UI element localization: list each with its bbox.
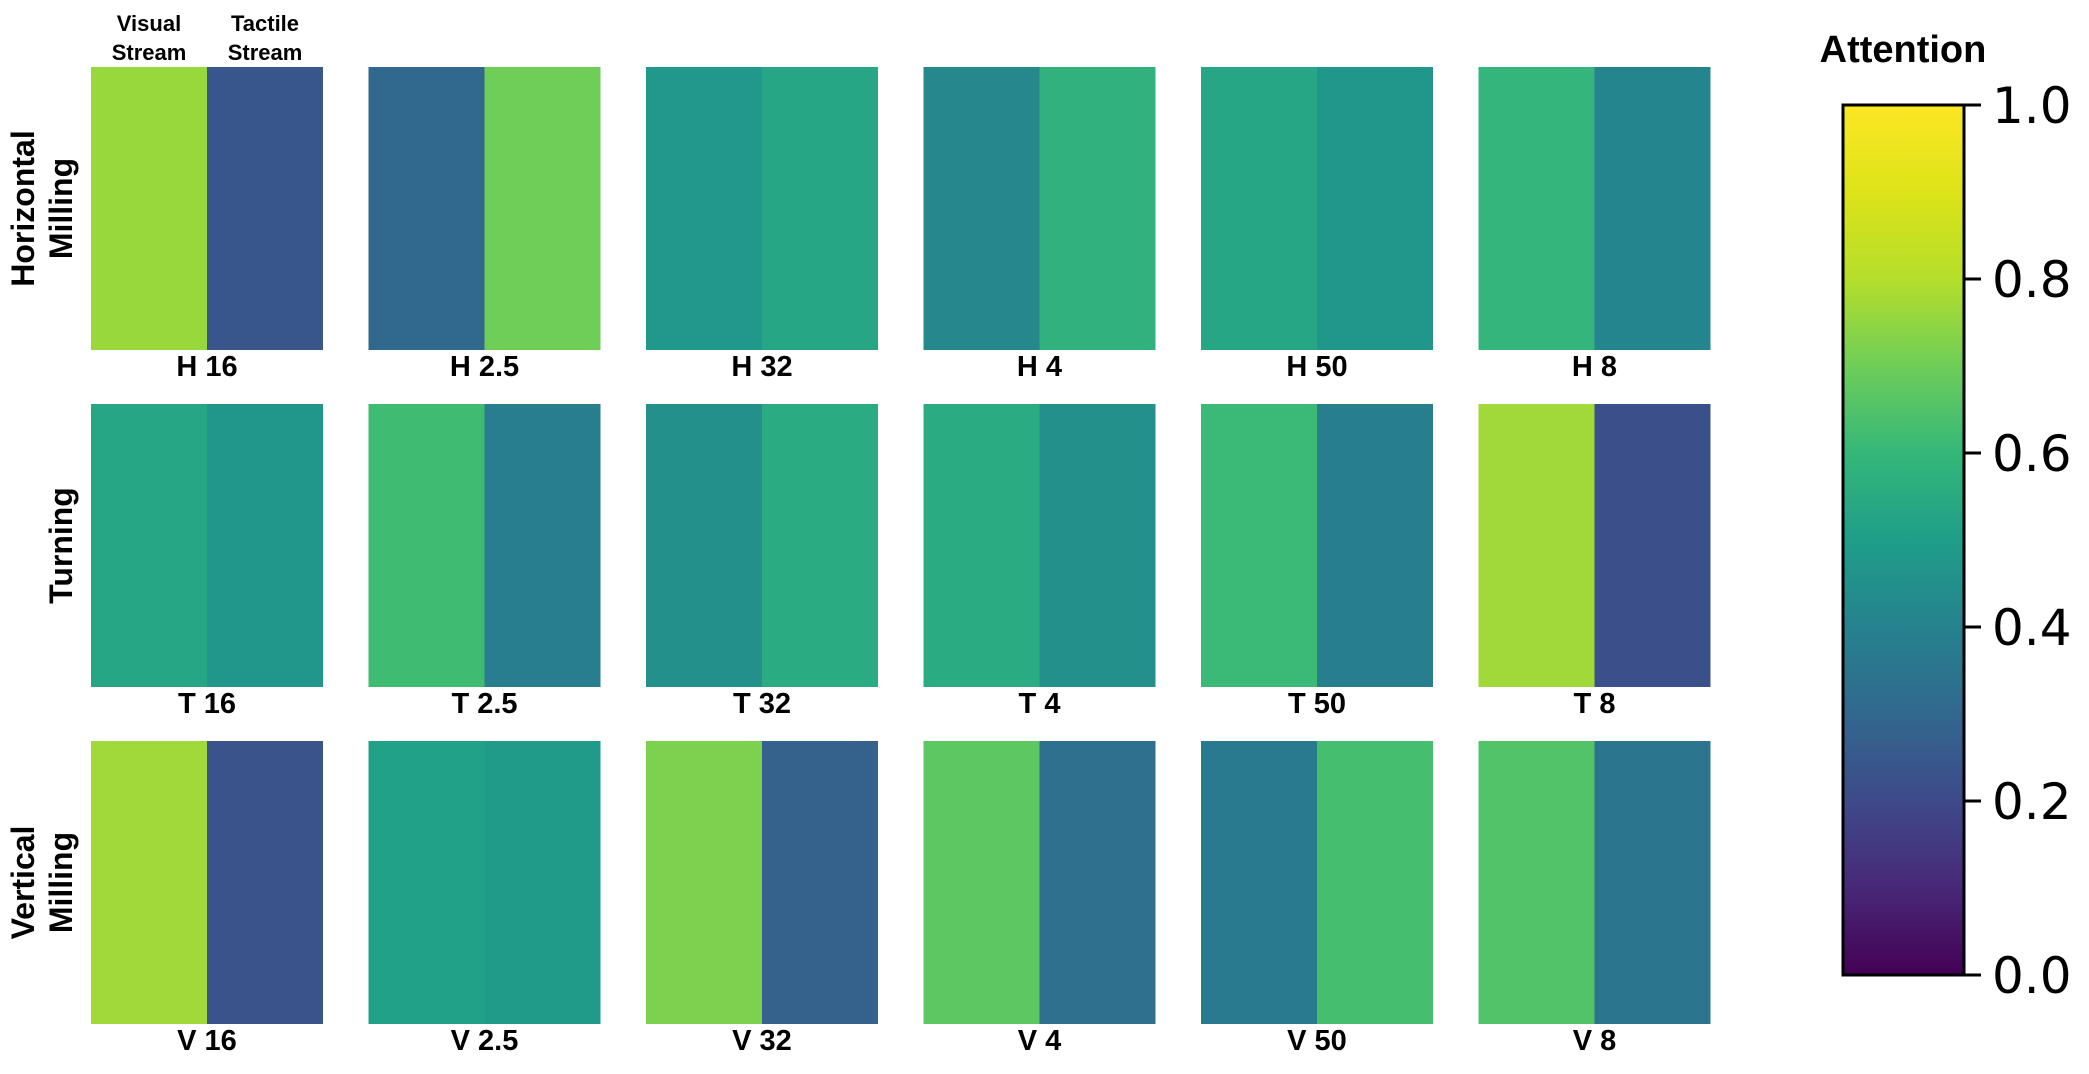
- heatmap-panel: T 8: [1478, 404, 1711, 720]
- visual-stream-cell: [1478, 404, 1595, 687]
- tactile-stream-cell: [762, 404, 878, 687]
- colorbar-title: Attention: [1820, 29, 1987, 71]
- panel-label: H 32: [731, 351, 792, 383]
- visual-stream-cell: [91, 741, 208, 1024]
- heatmap-panel: V 4: [923, 741, 1156, 1057]
- heatmap-panel: V 2.5: [368, 741, 601, 1057]
- heatmap-panel: V 16: [91, 741, 323, 1057]
- panel-label: V 8: [1573, 1025, 1617, 1057]
- visual-stream-cell: [91, 67, 208, 350]
- tactile-stream-header: Stream: [228, 40, 303, 65]
- colorbar: Attention 0.0 0.2 0.4 0.6 0.8 1.0: [1820, 29, 2072, 1005]
- heatmap-panel: V 50: [1201, 741, 1433, 1057]
- visual-stream-header: Visual: [117, 11, 181, 36]
- colorbar-frame: [1841, 103, 1966, 977]
- visual-stream-cell: [1201, 741, 1318, 1024]
- tactile-stream-cell: [1317, 67, 1433, 350]
- visual-stream-cell: [923, 741, 1040, 1024]
- colorbar-tick-label: 0.8: [1992, 251, 2072, 309]
- heatmap-panel: H 8: [1478, 67, 1711, 383]
- visual-stream-cell: [1201, 404, 1318, 687]
- heatmap-panel: H 2.5: [368, 67, 601, 383]
- visual-stream-cell: [1201, 67, 1318, 350]
- panel-label: H 4: [1017, 351, 1062, 383]
- heatmap-panel: H 16: [91, 67, 323, 383]
- panel-label: V 50: [1287, 1025, 1347, 1057]
- column-headers: Visual Stream Tactile Stream: [112, 11, 303, 65]
- visual-stream-cell: [923, 67, 1040, 350]
- row-label: Horizontal Milling: [5, 130, 79, 286]
- row-label-line: Milling: [43, 832, 79, 933]
- visual-stream-cell: [923, 404, 1040, 687]
- colorbar-tick-label: 1.0: [1992, 77, 2072, 135]
- row-label-line: Turning: [43, 487, 79, 604]
- heatmap-panel: T 32: [646, 404, 878, 720]
- heatmap-panel: T 16: [91, 404, 323, 720]
- heatmap-panel: T 2.5: [368, 404, 601, 720]
- panel-label: T 16: [178, 688, 236, 720]
- visual-stream-cell: [91, 404, 208, 687]
- panel-label: T 32: [733, 688, 791, 720]
- panel-label: V 16: [177, 1025, 237, 1057]
- panel-label: H 2.5: [450, 351, 519, 383]
- panel-label: T 50: [1288, 688, 1346, 720]
- tactile-stream-cell: [207, 404, 323, 687]
- heatmap-panel: V 32: [646, 741, 878, 1057]
- tactile-stream-cell: [1594, 67, 1711, 350]
- heatmap-panel: H 50: [1201, 67, 1433, 383]
- panel-label: T 4: [1019, 688, 1061, 720]
- tactile-stream-cell: [762, 741, 878, 1024]
- tactile-stream-cell: [1039, 741, 1156, 1024]
- panel-label: V 32: [732, 1025, 792, 1057]
- row-label: Vertical Milling: [5, 826, 79, 940]
- colorbar-tick-label: 0.0: [1992, 947, 2072, 1005]
- tactile-stream-cell: [484, 67, 601, 350]
- row-label-line: Horizontal: [5, 130, 41, 286]
- colorbar-tick-label: 0.2: [1992, 773, 2072, 831]
- panel-label: V 4: [1018, 1025, 1062, 1057]
- tactile-stream-cell: [1039, 404, 1156, 687]
- tactile-stream-cell: [1594, 404, 1711, 687]
- colorbar-tick-label: 0.4: [1992, 599, 2072, 657]
- colorbar-gradient: [1843, 105, 1964, 975]
- tactile-stream-cell: [484, 741, 601, 1024]
- panel-label: H 8: [1572, 351, 1617, 383]
- heatmap-panel: H 32: [646, 67, 878, 383]
- visual-stream-cell: [368, 67, 485, 350]
- visual-stream-cell: [1478, 67, 1595, 350]
- heatmap-panel: V 8: [1478, 741, 1711, 1057]
- panel-label: H 50: [1286, 351, 1347, 383]
- row-label-line: Vertical: [5, 826, 41, 940]
- tactile-stream-cell: [762, 67, 878, 350]
- row-label-line: Milling: [43, 158, 79, 259]
- heatmap-panel: T 4: [923, 404, 1156, 720]
- panel-label: H 16: [176, 351, 237, 383]
- tactile-stream-cell: [484, 404, 601, 687]
- row-label: Turning: [43, 487, 79, 604]
- tactile-stream-header: Tactile: [231, 11, 299, 36]
- heatmap-panel: T 50: [1201, 404, 1433, 720]
- heatmap-panel: H 4: [923, 67, 1156, 383]
- tactile-stream-cell: [1317, 741, 1433, 1024]
- visual-stream-cell: [646, 67, 763, 350]
- visual-stream-header: Stream: [112, 40, 187, 65]
- tactile-stream-cell: [1317, 404, 1433, 687]
- visual-stream-cell: [368, 741, 485, 1024]
- tactile-stream-cell: [1594, 741, 1711, 1024]
- visual-stream-cell: [368, 404, 485, 687]
- visual-stream-cell: [1478, 741, 1595, 1024]
- visual-stream-cell: [646, 741, 763, 1024]
- tactile-stream-cell: [207, 741, 323, 1024]
- panel-label: T 2.5: [451, 688, 517, 720]
- colorbar-tick-label: 0.6: [1992, 425, 2072, 483]
- panel-label: V 2.5: [451, 1025, 519, 1057]
- heatmap-panels: H 16 H 2.5 H 32 H 4 H 50 H 8 T 16 T 2.5 T 32 T 4 T…: [91, 67, 1711, 1057]
- panel-label: T 8: [1574, 688, 1616, 720]
- visual-stream-cell: [646, 404, 763, 687]
- tactile-stream-cell: [207, 67, 323, 350]
- tactile-stream-cell: [1039, 67, 1156, 350]
